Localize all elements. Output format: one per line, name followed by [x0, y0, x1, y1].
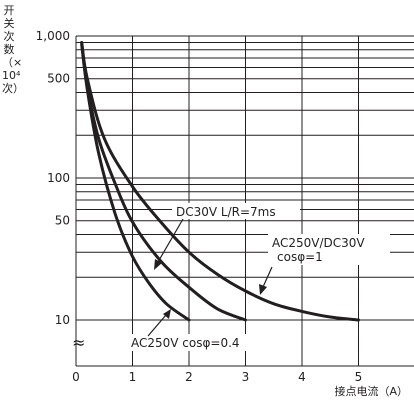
arrow-ac250v-dc30v	[262, 266, 273, 288]
axis-break-symbol: ≈	[72, 333, 85, 352]
ylabel-line: 开	[3, 4, 15, 17]
x-tick-label: 2	[185, 370, 193, 384]
x-axis-label: 接点电流（A）	[334, 385, 408, 398]
y-tick-label: 100	[47, 171, 70, 185]
annotation-bg	[172, 203, 300, 219]
arrow-ac250v-cos04	[147, 314, 167, 337]
x-tick-label: 4	[298, 370, 306, 384]
y-tick-label: 50	[55, 214, 70, 228]
y-tick-label: 500	[47, 72, 70, 86]
arrowhead-dc30v	[154, 259, 162, 270]
y-tick-label: 10	[55, 313, 70, 327]
series-line-1	[80, 41, 360, 322]
annotation-ac250v-dc30v: AC250V/DC30V	[272, 236, 365, 250]
arrowhead-ac250v-dc30v	[259, 284, 267, 295]
arrow-dc30v	[157, 218, 184, 263]
annotations: DC30V L/R=7ms AC250V/DC30V cosφ=1 AC250V…	[128, 203, 390, 351]
y-tick-label: 1,000	[36, 29, 70, 43]
annotation-bg	[128, 334, 266, 351]
x-tick-label: 3	[242, 370, 250, 384]
ylabel-line: 次	[3, 30, 15, 43]
series-line-2	[80, 43, 191, 322]
annotation-cos1: cosφ=1	[277, 250, 323, 264]
ylabel-line: 关	[3, 17, 15, 30]
ylabel-line: 10⁴	[2, 69, 21, 82]
annotation-bg	[268, 234, 390, 265]
x-tick-label: 5	[355, 370, 363, 384]
grid	[75, 35, 414, 367]
ylabel-line: 数	[3, 43, 15, 56]
annotation-ac250v-cos04: AC250V cosφ=0.4	[131, 336, 240, 350]
x-tick-label: 0	[72, 370, 80, 384]
series-lines	[80, 41, 360, 322]
x-tick-label: 1	[129, 370, 137, 384]
annotation-dc30v: DC30V L/R=7ms	[176, 205, 276, 219]
arrowhead-ac250v-cos04	[163, 309, 171, 319]
tick-labels: 0 1 2 3 4 5 1,000 500 100 50 10	[36, 29, 363, 384]
